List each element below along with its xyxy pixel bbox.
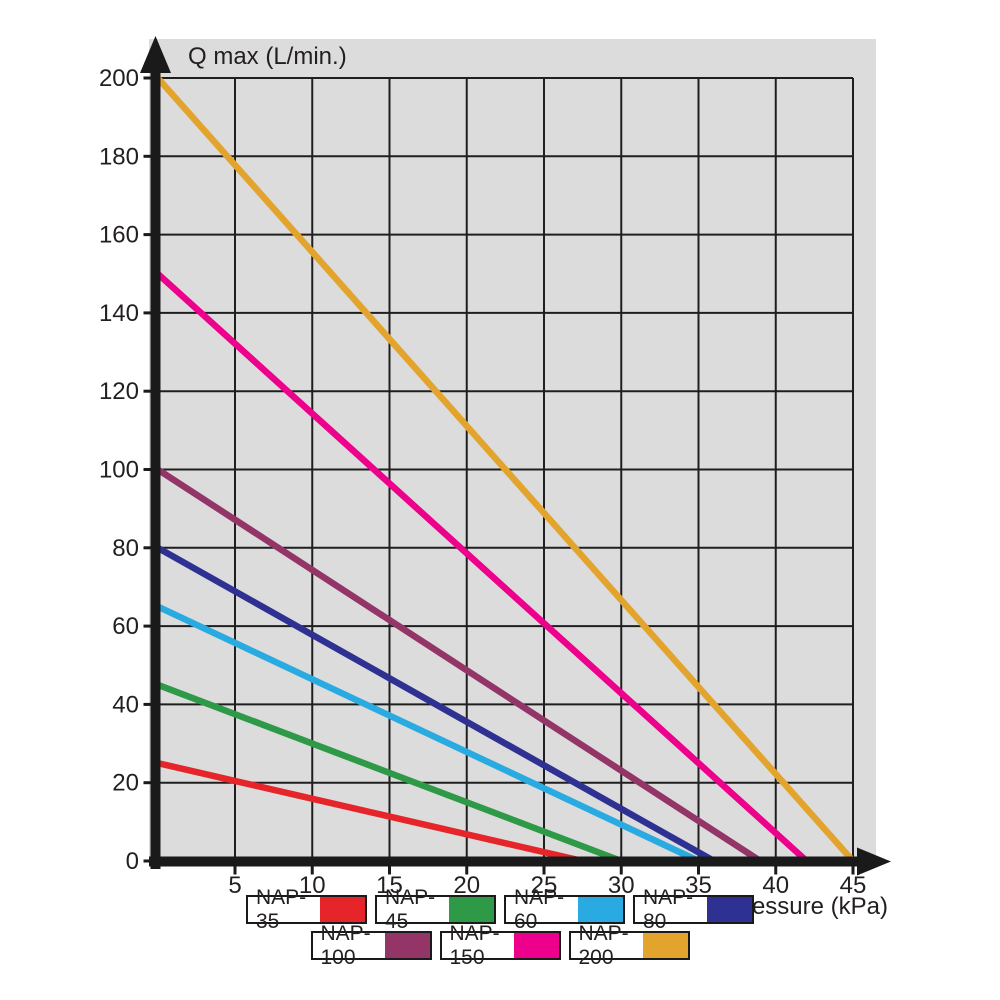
y-axis-arrow-icon: [140, 36, 171, 73]
x-tick-label: 25: [531, 872, 558, 899]
plot-background: [149, 39, 876, 862]
legend-swatch: [707, 897, 752, 922]
legend: NAP-35 NAP-45 NAP-60 NAP-80 NAP-100 NAP-150 NA…: [0, 885, 1000, 969]
x-axis-title: Pressure (kPa): [728, 893, 888, 920]
series-line-nap-200: [155, 75, 856, 864]
x-tick-label: 40: [762, 872, 789, 899]
legend-item-nap-200: NAP-200: [568, 921, 690, 969]
tick-marks: [143, 76, 855, 875]
legend-label: NAP-200: [578, 921, 629, 969]
x-tick-label: 35: [685, 872, 712, 899]
axes: [140, 36, 891, 876]
x-axis-arrow-icon: [857, 847, 891, 876]
y-tick-label: 100: [99, 457, 139, 484]
series-line-nap-150: [155, 271, 809, 864]
y-tick-label: 20: [112, 770, 139, 797]
y-tick-label: 120: [99, 378, 139, 405]
y-tick-label: 0: [126, 848, 139, 875]
x-tick-label: 15: [376, 872, 403, 899]
legend-label: NAP-45: [385, 885, 436, 933]
legend-item-nap-80: NAP-80: [633, 885, 754, 933]
legend-row: NAP-35 NAP-45 NAP-60 NAP-80: [0, 885, 1000, 933]
series-lines: [155, 75, 856, 865]
series-line-nap-100: [155, 466, 763, 864]
legend-item-nap-150: NAP-150: [439, 921, 561, 969]
legend-label: NAP-35: [256, 885, 307, 933]
series-line-nap-80: [156, 544, 716, 864]
legend-label: NAP-80: [643, 885, 694, 933]
y-tick-label: 180: [99, 143, 139, 170]
x-axis-line: [149, 856, 861, 867]
legend-item-nap-60: NAP-60: [504, 885, 625, 933]
legend-item-nap-100: NAP-100: [310, 921, 432, 969]
legend-item-nap-45: NAP-45: [375, 885, 496, 933]
legend-swatch: [642, 933, 688, 958]
legend-swatch: [384, 933, 430, 958]
legend-swatch: [513, 933, 559, 958]
legend-label: NAP-150: [449, 921, 500, 969]
series-line-nap-35: [157, 759, 584, 865]
legend-label: NAP-60: [514, 885, 565, 933]
x-tick-label: 10: [299, 872, 326, 899]
y-axis-line: [150, 55, 161, 869]
x-tick-label: 5: [228, 872, 241, 899]
series-line-nap-60: [156, 603, 700, 864]
x-tick-label: 20: [453, 872, 480, 899]
legend-swatch: [449, 897, 494, 922]
y-axis-title: Q max (L/min.): [188, 43, 347, 70]
x-tick-label: 30: [608, 872, 635, 899]
y-tick-label: 140: [99, 300, 139, 327]
legend-row: NAP-100 NAP-150 NAP-200: [0, 921, 1000, 969]
series-line-nap-45: [156, 681, 623, 865]
legend-label: NAP-100: [320, 921, 371, 969]
legend-item-nap-35: NAP-35: [246, 885, 367, 933]
y-tick-label: 40: [112, 691, 139, 718]
y-tick-label: 80: [112, 535, 139, 562]
y-tick-label: 160: [99, 222, 139, 249]
x-tick-label: 45: [840, 872, 867, 899]
y-tick-label: 60: [112, 613, 139, 640]
y-tick-label: 200: [99, 65, 139, 92]
tick-labels: 0 20 40 60 80 100 120 140 160 180 200 5 10 15 20 25 30 35…: [99, 65, 866, 899]
legend-swatch: [320, 897, 365, 922]
legend-swatch: [578, 897, 623, 922]
